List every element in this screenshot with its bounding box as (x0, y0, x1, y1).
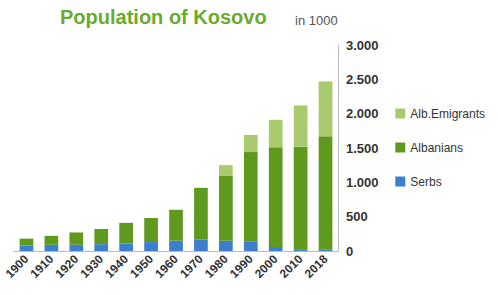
svg-text:in 1000: in 1000 (295, 13, 338, 28)
svg-text:1970: 1970 (177, 252, 206, 281)
svg-text:3.000: 3.000 (346, 38, 379, 53)
svg-text:2018: 2018 (302, 252, 331, 281)
svg-text:Alb.Emigrants: Alb.Emigrants (410, 107, 485, 121)
svg-text:1.000: 1.000 (346, 175, 379, 190)
svg-text:1900: 1900 (3, 252, 32, 281)
svg-text:Serbs: Serbs (410, 175, 441, 189)
svg-text:1950: 1950 (127, 252, 156, 281)
svg-text:1920: 1920 (52, 252, 81, 281)
svg-text:1940: 1940 (102, 252, 131, 281)
svg-text:2000: 2000 (252, 252, 281, 281)
svg-text:1980: 1980 (202, 252, 231, 281)
svg-text:2.000: 2.000 (346, 106, 379, 121)
svg-text:0: 0 (346, 244, 353, 259)
svg-text:2.500: 2.500 (346, 72, 379, 87)
svg-text:1960: 1960 (152, 252, 181, 281)
svg-text:500: 500 (346, 209, 368, 224)
svg-text:Population of Kosovo: Population of Kosovo (60, 6, 267, 28)
svg-text:1930: 1930 (77, 252, 106, 281)
svg-text:2010: 2010 (277, 252, 306, 281)
svg-text:1990: 1990 (227, 252, 256, 281)
svg-text:Albanians: Albanians (410, 141, 463, 155)
svg-text:1910: 1910 (28, 252, 57, 281)
svg-text:1.500: 1.500 (346, 141, 379, 156)
